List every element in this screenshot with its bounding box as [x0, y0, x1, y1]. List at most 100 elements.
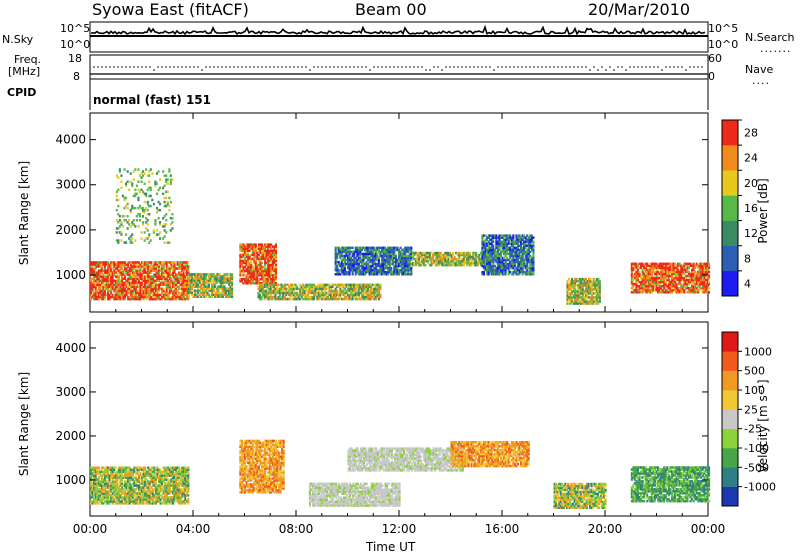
range-time-cell	[123, 206, 126, 210]
range-time-cell	[165, 174, 168, 177]
range-time-cell	[490, 238, 493, 241]
range-time-cell	[506, 238, 509, 241]
range-time-cell	[91, 293, 94, 297]
range-time-cell	[521, 273, 524, 276]
range-time-cell	[242, 282, 245, 285]
range-time-cell	[110, 263, 113, 266]
range-time-cell	[362, 295, 365, 299]
range-time-cell	[695, 274, 698, 278]
range-time-cell	[124, 277, 127, 280]
range-time-cell	[136, 291, 139, 295]
range-time-cell	[700, 278, 703, 282]
range-time-cell	[501, 242, 504, 245]
range-time-cell	[504, 248, 507, 252]
range-time-cell	[439, 259, 442, 263]
range-time-cell	[137, 263, 140, 266]
range-time-cell	[641, 289, 644, 292]
freq-dot	[445, 66, 447, 68]
range-time-cell	[672, 289, 675, 292]
range-time-cell	[675, 276, 678, 280]
range-time-cell	[518, 248, 521, 252]
range-time-cell	[279, 287, 282, 291]
range-time-cell	[124, 269, 127, 272]
range-time-cell	[274, 277, 277, 281]
range-time-cell	[115, 190, 118, 194]
range-time-cell	[102, 273, 105, 276]
range-time-cell	[495, 256, 498, 260]
range-time-cell	[296, 291, 299, 295]
range-time-cell	[207, 285, 210, 288]
range-time-cell	[148, 283, 151, 287]
range-time-cell	[134, 281, 137, 284]
range-time-cell	[591, 294, 594, 297]
range-time-cell	[354, 268, 357, 272]
range-time-cell	[259, 271, 262, 275]
range-time-cell	[163, 215, 166, 218]
range-time-cell	[359, 270, 362, 274]
range-time-cell	[156, 297, 159, 301]
range-time-cell	[320, 293, 323, 297]
range-time-cell	[228, 281, 231, 284]
range-time-cell	[94, 472, 97, 475]
range-time-cell	[124, 273, 127, 276]
range-time-cell	[492, 256, 495, 260]
range-time-cell	[251, 243, 254, 246]
range-time-cell	[153, 269, 156, 272]
range-time-cell	[139, 281, 142, 284]
range-time-cell	[499, 266, 502, 270]
range-time-cell	[171, 291, 174, 295]
range-time-cell	[527, 270, 530, 274]
range-time-cell	[708, 274, 711, 278]
range-time-cell	[158, 285, 161, 289]
range-time-cell	[308, 289, 311, 293]
range-time-cell	[151, 279, 154, 282]
range-time-cell	[503, 244, 506, 247]
range-time-cell	[430, 255, 433, 259]
range-time-cell	[513, 248, 516, 252]
range-time-cell	[469, 263, 472, 267]
range-time-cell	[93, 269, 96, 272]
range-time-cell	[503, 240, 506, 243]
range-time-cell	[165, 261, 168, 264]
range-time-cell	[153, 263, 156, 266]
range-time-cell	[124, 263, 127, 266]
range-time-cell	[520, 244, 523, 247]
range-time-cell	[581, 290, 584, 293]
range-time-cell	[588, 280, 591, 283]
range-time-cell	[105, 287, 108, 291]
range-time-cell	[644, 264, 647, 268]
range-time-cell	[247, 280, 250, 283]
range-time-cell	[506, 266, 509, 270]
range-time-cell	[113, 289, 116, 293]
range-time-cell	[319, 285, 322, 289]
freq-dot	[457, 66, 459, 68]
range-time-cell	[261, 249, 264, 252]
range-time-cell	[680, 264, 683, 268]
range-time-cell	[354, 256, 357, 260]
range-time-cell	[117, 221, 120, 224]
range-time-cell	[268, 277, 271, 281]
range-time-cell	[328, 287, 331, 291]
range-time-cell	[495, 234, 498, 237]
range-time-cell	[430, 263, 433, 267]
range-time-cell	[357, 293, 360, 297]
range-time-cell	[365, 270, 368, 274]
range-time-cell	[134, 285, 137, 289]
range-time-cell	[526, 270, 529, 274]
range-time-cell	[367, 268, 370, 272]
range-time-cell	[342, 293, 345, 297]
range-time-cell	[393, 254, 396, 258]
range-time-cell	[456, 253, 459, 257]
range-time-cell	[198, 277, 201, 280]
range-time-cell	[530, 260, 533, 264]
range-time-cell	[153, 285, 156, 289]
range-time-cell	[328, 297, 331, 301]
range-time-cell	[700, 272, 703, 276]
range-time-cell	[510, 273, 513, 276]
range-time-cell	[687, 280, 690, 284]
range-time-cell	[265, 283, 268, 287]
range-time-cell	[93, 476, 96, 479]
range-time-cell	[259, 255, 262, 259]
range-time-cell	[325, 297, 328, 301]
range-time-cell	[274, 267, 277, 271]
